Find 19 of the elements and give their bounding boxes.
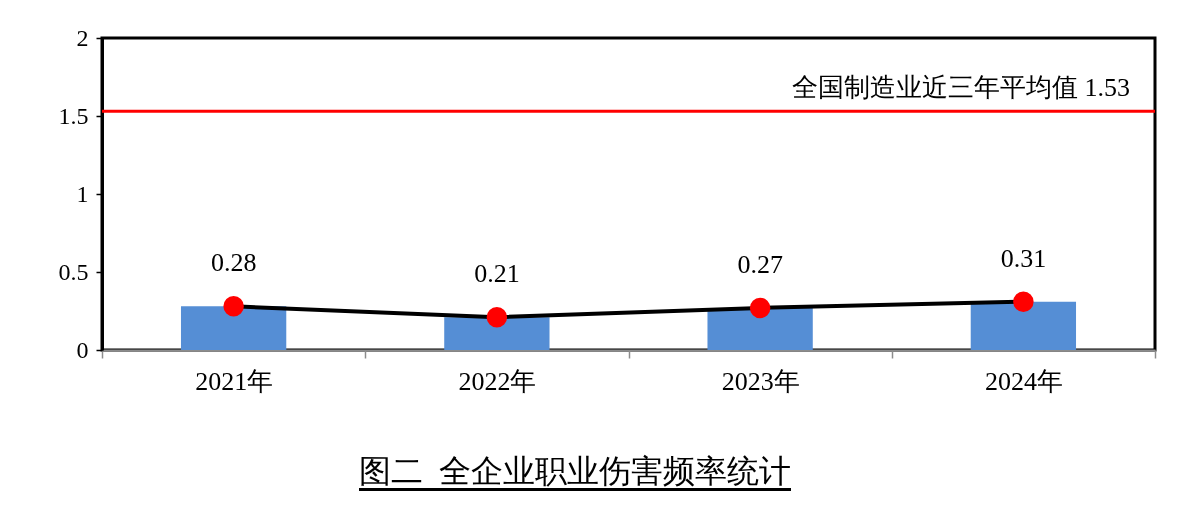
x-tick-label: 2022年 — [458, 366, 537, 396]
x-tick-label: 2023年 — [721, 366, 800, 396]
ref-line-label: 全国制造业近三年平均值 1.53 — [792, 73, 1130, 103]
y-tick-label: 2 — [76, 24, 89, 51]
x-tick-label: 2024年 — [984, 366, 1063, 396]
y-tick-label: 1 — [76, 180, 89, 207]
y-tick-label: 0.5 — [58, 258, 89, 285]
data-label: 0.31 — [1000, 243, 1047, 273]
data-label: 0.27 — [737, 249, 783, 279]
point — [486, 307, 508, 328]
x-tick-label: 2021年 — [195, 366, 274, 396]
data-label: 0.28 — [210, 248, 257, 278]
y-tick-label: 1.5 — [58, 102, 89, 129]
point — [1013, 291, 1034, 312]
point — [223, 296, 244, 317]
point — [749, 297, 771, 319]
y-tick-label: 0 — [76, 336, 89, 363]
text: 图二 全企业职业伤害频率统计 — [359, 453, 791, 489]
data-label: 0.21 — [474, 259, 520, 289]
